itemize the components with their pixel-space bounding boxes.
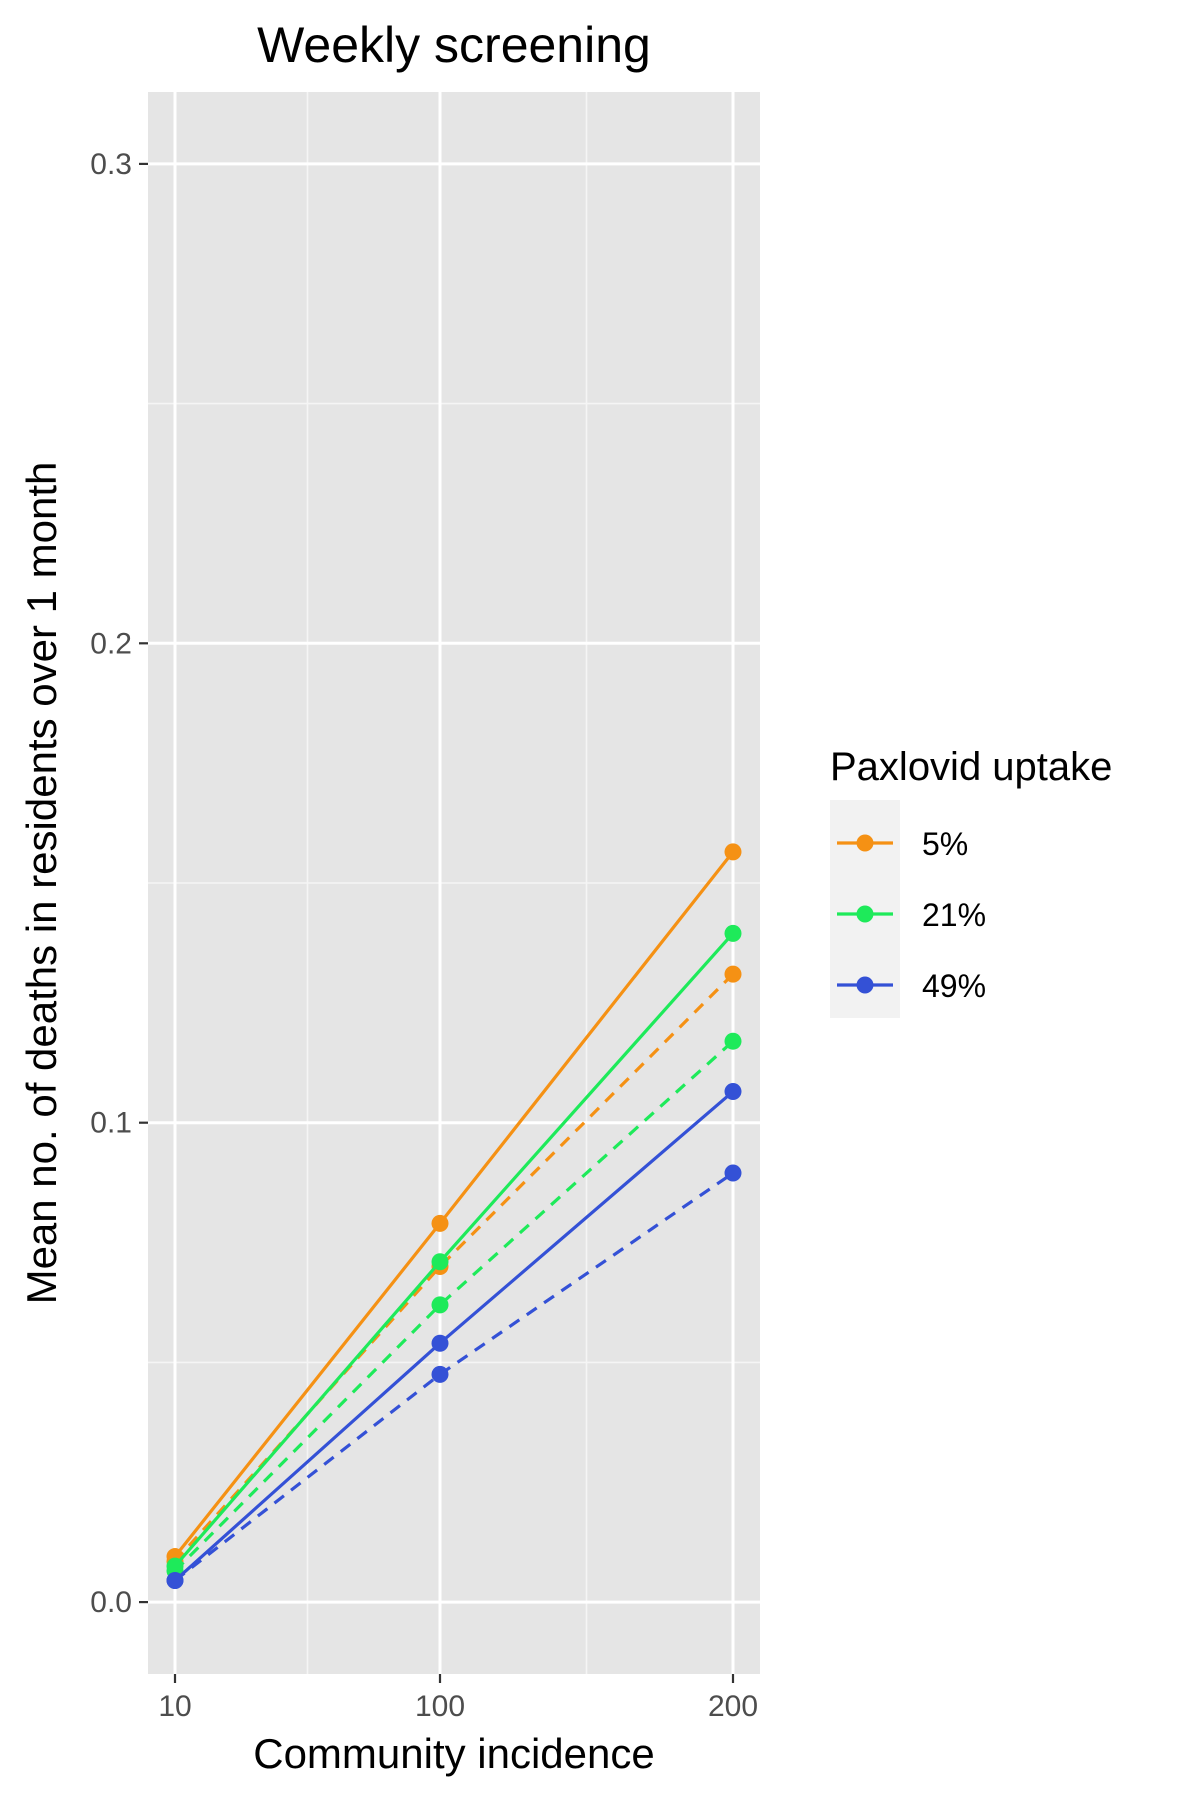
- series-line: [173, 1040, 735, 1573]
- data-point: [431, 1253, 449, 1271]
- legend: Paxlovid uptake 5% 21% 49%: [830, 745, 1112, 1018]
- y-tick-label: 0.0: [90, 1586, 132, 1619]
- legend-title: Paxlovid uptake: [830, 745, 1112, 789]
- data-point: [431, 1334, 449, 1352]
- legend-label: 21%: [922, 897, 986, 933]
- y-tick-label: 0.2: [90, 627, 132, 660]
- data-point: [724, 1083, 742, 1101]
- data-point: [724, 843, 742, 861]
- legend-key-point: [856, 905, 874, 923]
- data-point: [166, 1557, 184, 1575]
- y-tick-label: 0.3: [90, 148, 132, 181]
- x-axis-title: Community incidence: [253, 1730, 655, 1777]
- grid-major: [148, 92, 760, 1674]
- legend-entry: 49%: [837, 968, 986, 1004]
- chart-title: Weekly screening: [257, 17, 651, 73]
- x-tick-label: 100: [415, 1690, 465, 1723]
- data-point: [724, 1032, 742, 1050]
- legend-entry: 21%: [837, 897, 986, 933]
- x-tick-label: 200: [708, 1690, 758, 1723]
- legend-label: 49%: [922, 968, 986, 1004]
- y-tick-label: 0.1: [90, 1107, 132, 1140]
- series-5pct-solid: [166, 843, 742, 1566]
- grid-minor: [148, 92, 760, 1674]
- y-axis-title: Mean no. of deaths in residents over 1 m…: [18, 462, 65, 1305]
- data-point: [166, 1572, 184, 1590]
- y-axis: 0.0 0.1 0.2 0.3: [90, 148, 148, 1619]
- x-axis: 10 100 200: [158, 1674, 758, 1723]
- data-point: [431, 1365, 449, 1383]
- series-line: [174, 1171, 734, 1582]
- data-point: [724, 1164, 742, 1182]
- series-49pct-solid: [166, 1083, 742, 1590]
- legend-entry: 5%: [837, 826, 968, 862]
- x-tick-label: 10: [158, 1690, 191, 1723]
- legend-key-point: [856, 834, 874, 852]
- data-point: [724, 924, 742, 942]
- legend-entries: 5% 21% 49%: [837, 826, 986, 1004]
- series-21pct-solid: [166, 924, 742, 1575]
- data-point: [431, 1296, 449, 1314]
- legend-key-point: [856, 976, 874, 994]
- data-point: [431, 1214, 449, 1232]
- series-layer: [166, 843, 742, 1590]
- legend-label: 5%: [922, 826, 968, 862]
- data-point: [724, 965, 742, 983]
